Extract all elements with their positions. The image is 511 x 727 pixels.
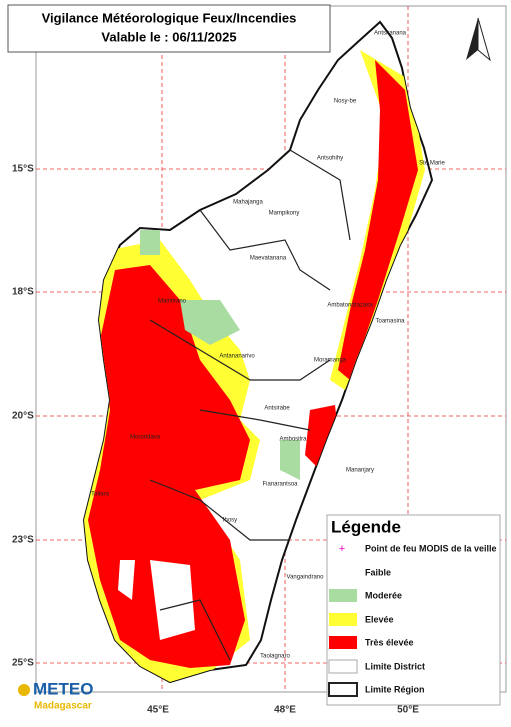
legend: Légende + Point de feu MODIS de la veill… [326, 514, 501, 706]
latitude-label: 18°S [12, 287, 34, 298]
subtitle: Valable le : 06/11/2025 [101, 29, 236, 44]
fire-symbol: + [339, 543, 345, 555]
place-name: Ambositra [279, 437, 307, 443]
swatch-moderate [329, 589, 357, 602]
latitude-label: 15°S [12, 164, 34, 175]
place-name: Toliara [91, 492, 109, 498]
title-box: Vigilance Météorologique Feux/Incendies … [7, 4, 331, 53]
legend-title: Légende [331, 517, 401, 536]
longitude-label: 50°E [397, 705, 419, 716]
region-borders [149, 149, 351, 661]
place-name: Toamasina [375, 319, 405, 325]
place-name: Ihosy [223, 518, 237, 524]
swatch-region [328, 682, 358, 697]
swatch-very-high [329, 636, 357, 649]
latitude-label: 25°S [12, 658, 34, 669]
place-name: Antsohihy [317, 156, 343, 162]
logo: METEO Madagascar [18, 679, 93, 712]
north-arrow [466, 17, 491, 62]
risk-zones [84, 50, 425, 682]
latitude-label: 23°S [12, 535, 34, 546]
legend-item: Elevée [365, 614, 394, 624]
legend-item: Faible [365, 567, 391, 577]
place-name: Ste Marie [419, 161, 445, 167]
place-name: Mahajanga [233, 200, 263, 206]
legend-item: Limite District [365, 661, 425, 671]
legend-item: Limite Région [365, 684, 425, 694]
logo-sun [18, 684, 30, 696]
place-name: Antsiranana [374, 31, 407, 37]
place-name: Fianarantsoa [262, 482, 298, 488]
place-name: Taolagnaro [260, 654, 290, 660]
legend-item: Très élevée [365, 637, 414, 647]
place-name: Nosy-be [334, 99, 357, 105]
logo-name: METEO [33, 679, 93, 698]
longitude-label: 45°E [147, 705, 169, 716]
place-name: Moramanga [314, 358, 347, 364]
longitude-label: 48°E [274, 705, 296, 716]
legend-item: Moderée [365, 590, 402, 600]
logo-country: Madagascar [34, 701, 92, 712]
place-name: Antananarivo [219, 354, 255, 360]
place-name: Maevatanana [250, 256, 287, 262]
latitude-label: 20°S [12, 411, 34, 422]
place-name: Morondava [130, 435, 161, 441]
place-name: Vangaindrano [287, 575, 325, 581]
place-name: Maintirano [158, 299, 187, 305]
place-name: Ambatondrazaka [327, 303, 373, 309]
title-frame [7, 4, 331, 53]
swatch-district [328, 659, 358, 674]
place-name: Mananjary [346, 468, 374, 474]
title: Vigilance Météorologique Feux/Incendies [42, 10, 297, 25]
legend-item: Point de feu MODIS de la veille [365, 543, 497, 553]
place-name: Mampikony [269, 211, 300, 217]
swatch-high [329, 613, 357, 626]
place-name: Antsirabe [264, 406, 290, 412]
